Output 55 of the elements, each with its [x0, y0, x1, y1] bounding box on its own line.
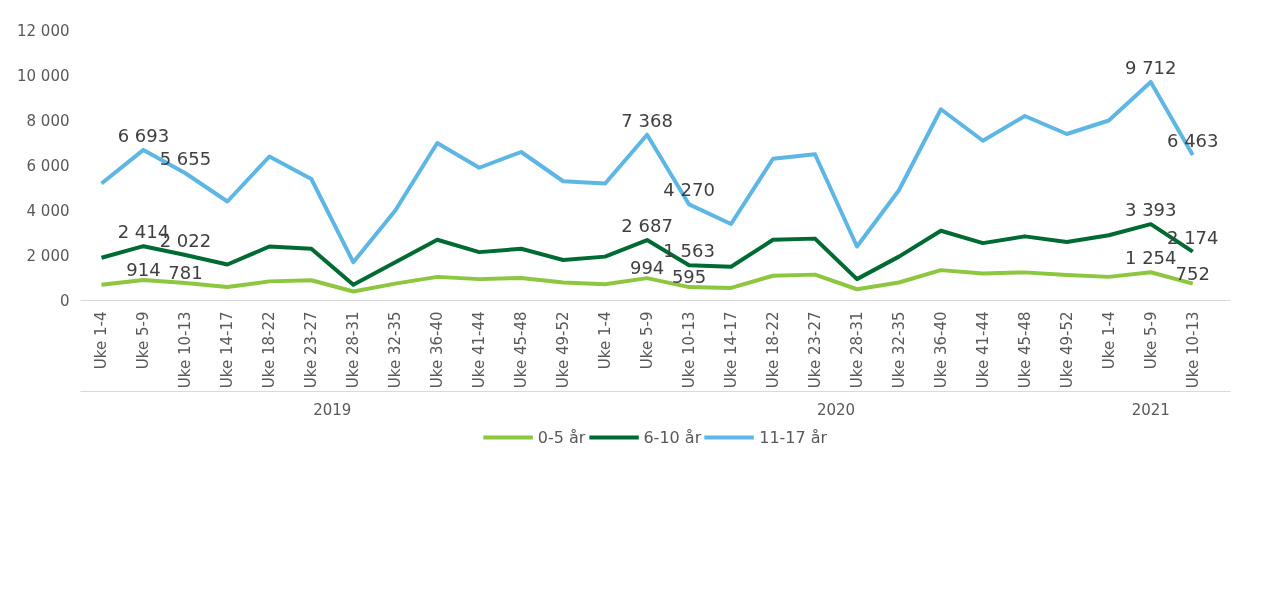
- x-tick-label: Uke 32-35: [889, 311, 908, 389]
- x-tick-label: Uke 5-9: [1141, 311, 1160, 370]
- text: 2020: [816, 400, 856, 419]
- x-tick-label: Uke 14-17: [722, 311, 741, 389]
- data-label: 994: [629, 257, 665, 279]
- x-tick-label: Uke 18-22: [764, 311, 783, 389]
- x-tick-label: Uke 18-22: [260, 311, 279, 389]
- data-label: 3 393: [1124, 199, 1177, 221]
- y-tick-label: 4 000: [26, 201, 70, 220]
- text: 2021: [1131, 400, 1170, 419]
- x-tick-label: Uke 14-17: [218, 311, 237, 389]
- x-tick-label: Uke 41-44: [470, 311, 489, 389]
- x-tick-label: Uke 49-52: [554, 311, 573, 389]
- x-tick-label: Uke 45-48: [512, 311, 531, 389]
- x-tick-label: Uke 1-4: [1099, 311, 1118, 370]
- x-tick-label: Uke 23-27: [805, 311, 824, 389]
- x-tick-label: Uke 1-4: [92, 311, 111, 370]
- x-tick-label: Uke 28-31: [847, 311, 866, 389]
- y-tick-label: 12 000: [17, 21, 70, 40]
- data-label: 752: [1175, 262, 1210, 284]
- x-tick-label: Uke 10-13: [680, 311, 699, 389]
- x-tick-label: Uke 5-9: [134, 311, 153, 370]
- y-tick-label: 6 000: [26, 156, 70, 175]
- x-tick-label: Uke 23-27: [302, 311, 321, 389]
- legend-label: 6-10 år: [643, 427, 702, 447]
- data-label: 595: [671, 266, 707, 288]
- data-label: 914: [126, 258, 161, 280]
- x-tick-label: Uke 10-13: [1183, 311, 1202, 389]
- x-tick-label: Uke 28-31: [344, 311, 363, 389]
- legend-label: 0-5 år: [537, 427, 586, 447]
- data-label: 4 270: [663, 179, 715, 201]
- x-tick-label: Uke 45-48: [1015, 311, 1034, 389]
- data-label: 9 712: [1124, 56, 1177, 78]
- x-tick-label: Uke 32-35: [386, 311, 405, 389]
- data-label: 1 563: [663, 240, 715, 262]
- x-tick-label: Uke 36-40: [428, 311, 447, 389]
- y-tick-label: 0: [59, 291, 70, 310]
- y-tick-label: 10 000: [17, 66, 70, 85]
- x-tick-label: Uke 49-52: [1057, 311, 1076, 389]
- data-label: 2 687: [621, 215, 673, 237]
- x-tick-label: Uke 10-13: [176, 311, 195, 389]
- data-label: 7 368: [621, 109, 673, 131]
- data-label: 781: [168, 261, 203, 283]
- text: 2019: [313, 400, 352, 419]
- x-tick-label: Uke 41-44: [973, 311, 992, 389]
- x-tick-label: Uke 36-40: [931, 311, 950, 389]
- legend-label: 11-17 år: [759, 427, 828, 447]
- x-tick-label: Uke 5-9: [638, 311, 657, 370]
- data-label: 6 693: [117, 124, 170, 146]
- data-label: 6 463: [1166, 130, 1219, 152]
- data-label: 2 174: [1166, 226, 1219, 248]
- y-tick-label: 8 000: [26, 111, 70, 130]
- x-tick-label: Uke 1-4: [596, 311, 615, 370]
- data-label: 1 254: [1124, 247, 1177, 269]
- y-tick-label: 2 000: [26, 246, 70, 265]
